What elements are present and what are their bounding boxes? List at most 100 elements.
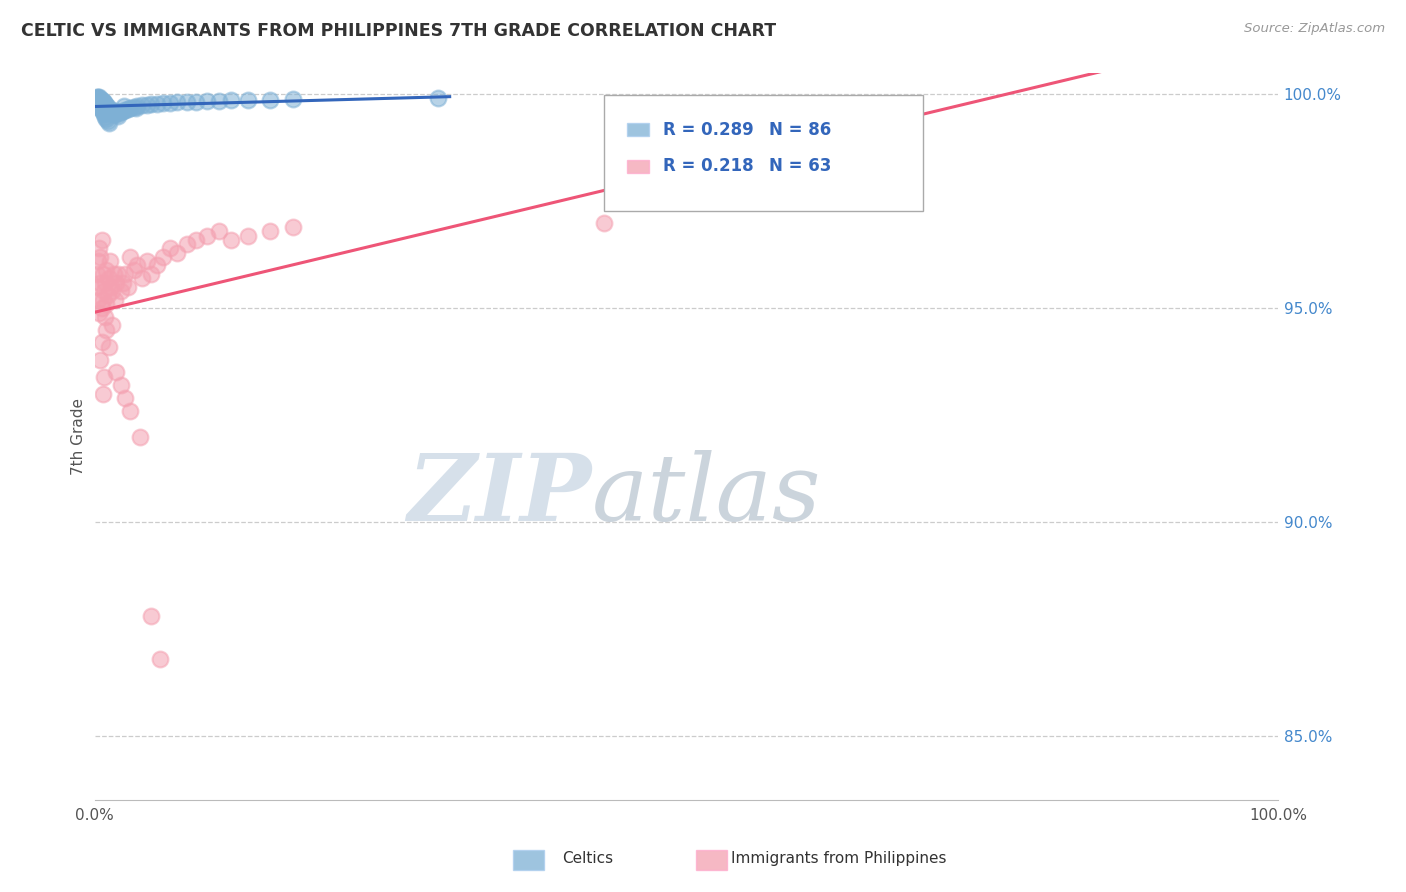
Text: N = 63: N = 63 (769, 157, 831, 175)
Point (166, 245, 188, 260)
Point (87, 95, 110, 110)
Point (94, 99, 117, 113)
Point (96, 98, 118, 112)
Text: R = 0.218: R = 0.218 (662, 157, 754, 175)
Point (94, 101, 117, 115)
Point (125, 101, 148, 115)
Point (120, 404, 142, 418)
Point (238, 93, 260, 107)
Point (101, 284, 124, 298)
Point (97, 271, 120, 285)
Point (97, 103, 120, 117)
Point (90, 100, 112, 114)
Point (146, 96, 169, 111)
Text: Celtics: Celtics (562, 851, 613, 865)
Point (93, 284, 115, 298)
Point (89, 250, 111, 264)
Point (149, 652, 172, 666)
Point (90, 98, 112, 112)
Point (89, 99, 111, 113)
Point (131, 271, 153, 285)
Point (94, 110, 117, 124)
Point (117, 280, 139, 294)
Point (87, 93, 110, 107)
Point (87, 254, 110, 268)
Point (114, 103, 136, 118)
Point (101, 318, 124, 333)
Point (91, 94, 114, 108)
Point (131, 98, 153, 112)
Point (89, 90, 111, 104)
Point (208, 94, 231, 108)
FancyBboxPatch shape (627, 160, 648, 172)
Point (84, 92, 107, 106)
Point (141, 97, 163, 112)
Point (107, 109, 129, 123)
Point (86, 267, 108, 281)
Point (96, 262, 118, 277)
Point (97, 116, 120, 130)
Point (159, 95, 181, 110)
Point (89, 305, 111, 319)
Point (186, 233, 208, 247)
Point (91, 267, 114, 281)
FancyBboxPatch shape (627, 123, 648, 136)
Point (117, 102, 139, 116)
Point (89, 93, 111, 107)
Point (91, 386, 114, 401)
Point (112, 99, 135, 113)
Point (89, 92, 111, 106)
Point (127, 259, 149, 273)
Point (104, 104, 127, 119)
Point (89, 93, 111, 107)
Point (91, 105, 114, 120)
Point (96, 323, 118, 337)
Point (86, 95, 108, 109)
Point (94, 276, 117, 290)
Point (91, 95, 114, 110)
Point (128, 429, 150, 443)
Point (90, 335, 112, 350)
Point (97, 100, 120, 114)
Point (166, 95, 188, 110)
Point (89, 92, 111, 106)
Point (89, 352, 111, 367)
Point (114, 391, 136, 405)
Point (90, 93, 112, 107)
Point (86, 92, 108, 106)
Point (93, 99, 115, 113)
Point (114, 267, 136, 281)
Point (283, 92, 305, 106)
Point (93, 95, 115, 109)
Point (90, 103, 112, 118)
Point (259, 93, 281, 107)
Text: Source: ZipAtlas.com: Source: ZipAtlas.com (1244, 22, 1385, 36)
Point (89, 95, 111, 110)
Point (89, 94, 111, 108)
Point (98, 254, 121, 268)
Point (141, 267, 163, 281)
Point (100, 280, 122, 294)
Point (105, 106, 128, 120)
Point (94, 310, 117, 324)
Point (86, 89, 108, 103)
Point (89, 95, 111, 109)
Point (259, 224, 281, 238)
Point (219, 233, 242, 247)
Point (93, 369, 115, 384)
Point (426, 91, 449, 105)
Point (110, 105, 132, 120)
Text: N = 86: N = 86 (769, 120, 831, 138)
Point (90, 233, 112, 247)
Point (84, 280, 107, 294)
Text: Immigrants from Philippines: Immigrants from Philippines (731, 851, 946, 865)
Text: atlas: atlas (592, 450, 821, 540)
Point (152, 250, 174, 264)
Point (283, 219, 305, 234)
Point (159, 241, 181, 255)
Point (104, 293, 127, 307)
Point (91, 98, 114, 112)
Point (195, 94, 218, 108)
Point (101, 105, 124, 120)
Point (87, 96, 110, 111)
